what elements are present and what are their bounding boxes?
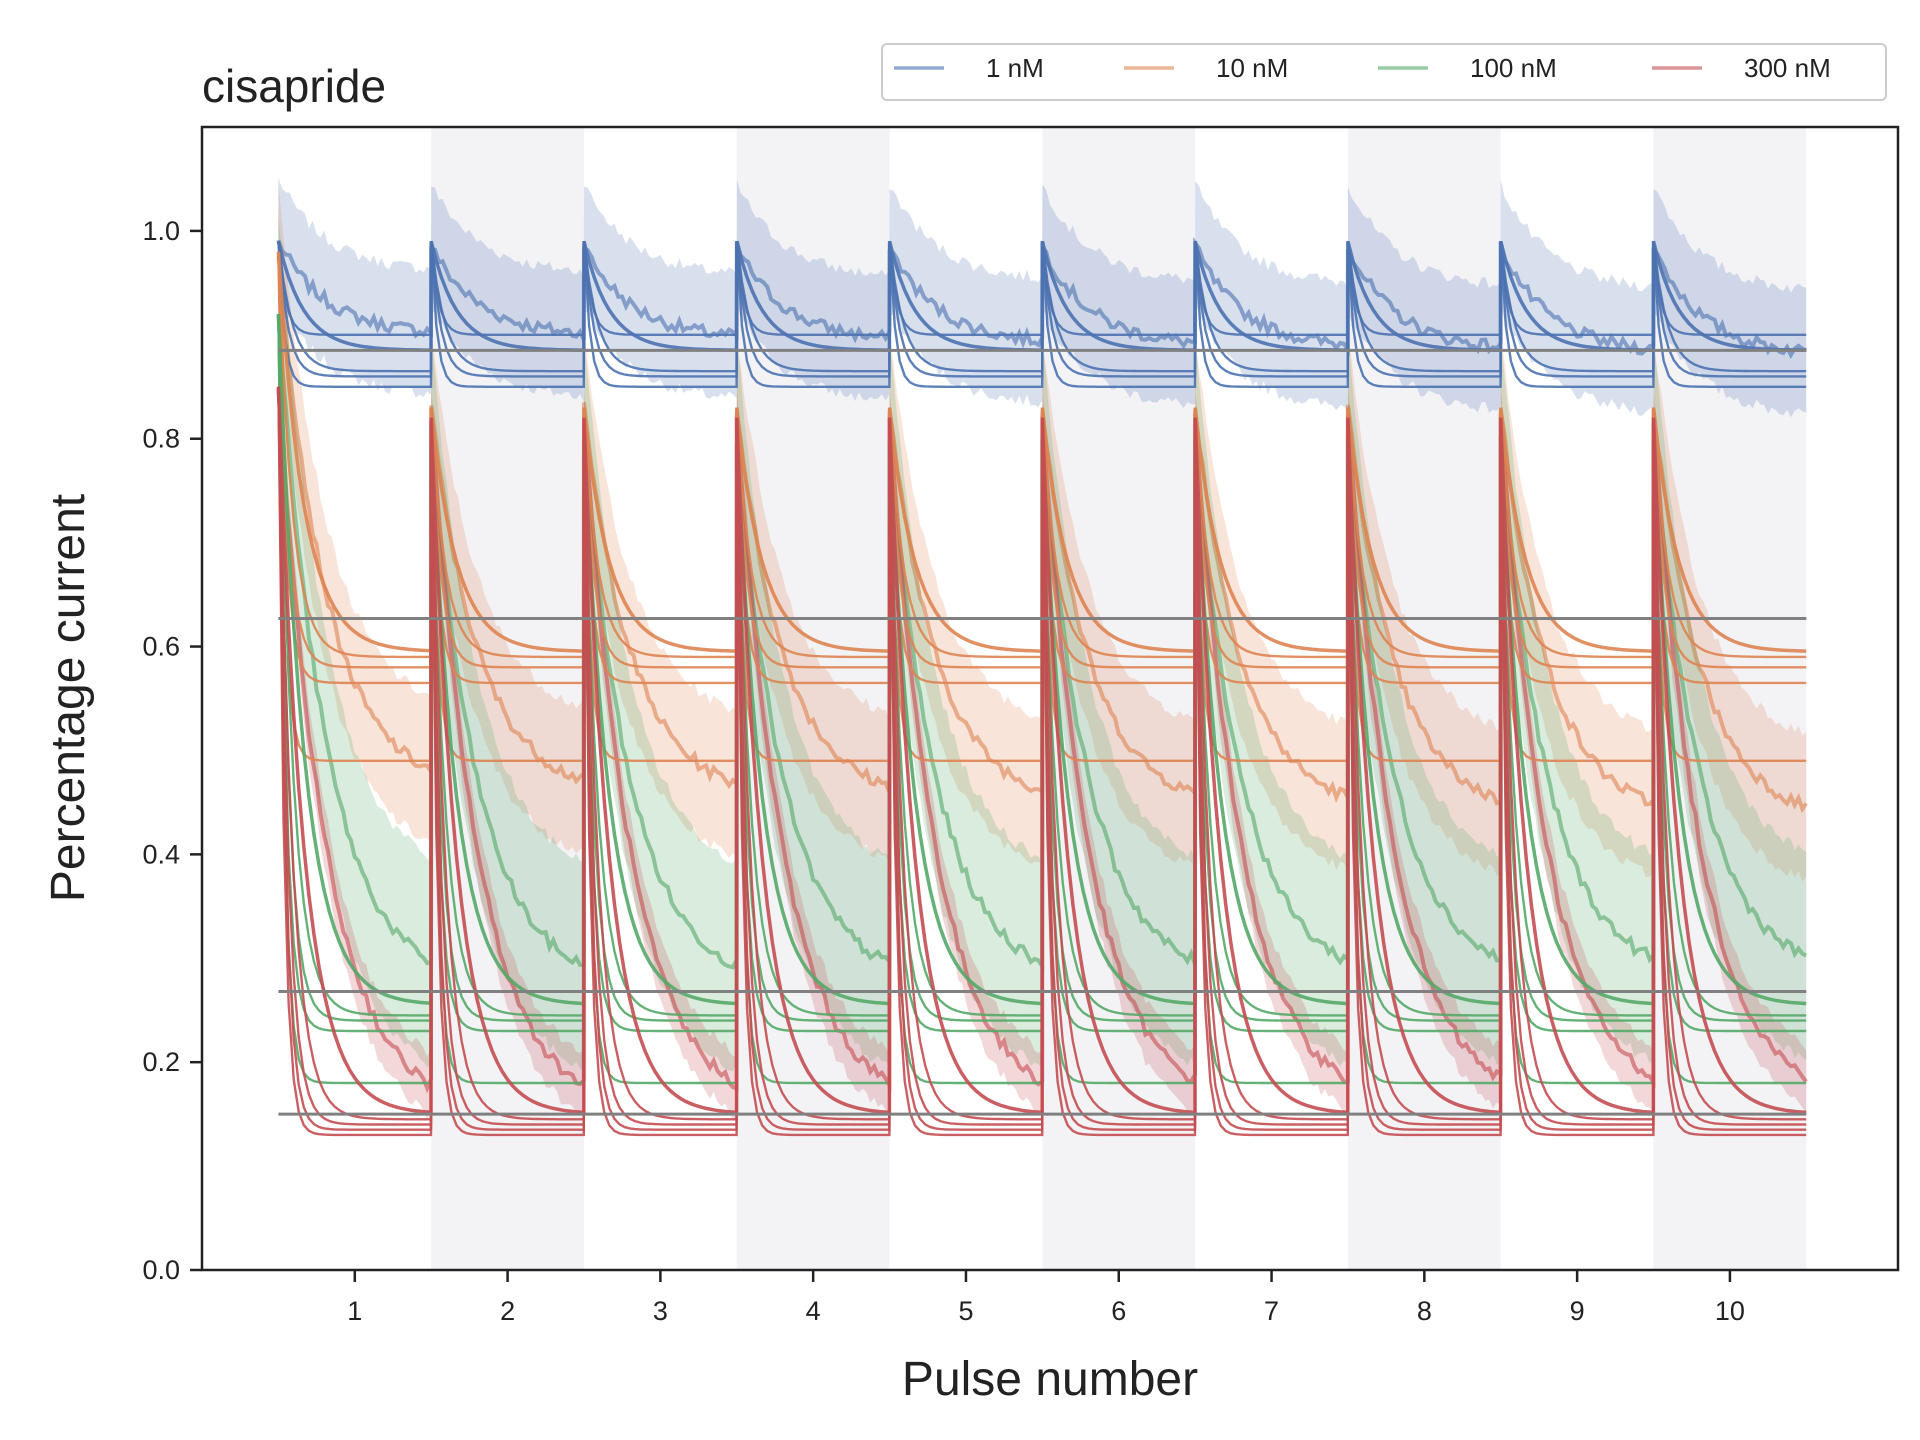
y-tick-label-4: 0.8: [142, 424, 180, 454]
x-tick-label-8: 8: [1417, 1296, 1432, 1326]
x-axis-label: Pulse number: [902, 1353, 1198, 1406]
chart-title: cisapride: [202, 60, 386, 112]
legend-label-2: 100 nM: [1470, 53, 1557, 83]
x-tick-label-10: 10: [1715, 1296, 1745, 1326]
fit-curve-0-4: [277, 241, 1807, 388]
legend: 1 nM 10 nM 100 nM 300 nM: [881, 43, 1887, 101]
ticks-layer: 1 2 3 4 5 6 7 8 9 10 0.0 0.2 0.4 0.6 0.8 1.0: [142, 216, 1744, 1326]
y-tick-label-5: 1.0: [142, 216, 180, 246]
y-tick-label-3: 0.6: [142, 632, 180, 662]
fit-curves-layer: [276, 240, 1807, 1137]
y-tick-label-1: 0.2: [142, 1047, 180, 1077]
x-tick-label-9: 9: [1570, 1296, 1585, 1326]
reference-lines-layer: [278, 348, 1807, 1116]
x-tick-label-6: 6: [1111, 1296, 1126, 1326]
x-tick-label-2: 2: [500, 1296, 515, 1326]
x-tick-label-1: 1: [347, 1296, 362, 1326]
y-tick-label-2: 0.4: [142, 839, 180, 869]
axes-layer: [200, 125, 1900, 1272]
x-tick-label-7: 7: [1264, 1296, 1279, 1326]
x-tick-label-4: 4: [806, 1296, 821, 1326]
y-tick-label-0: 0.0: [142, 1255, 180, 1285]
legend-label-0: 1 nM: [986, 53, 1044, 83]
legend-box: [881, 43, 1887, 101]
plot-frame: [200, 125, 1900, 1272]
fit-curve-3-4: [277, 386, 1807, 1137]
y-axis-label: Percentage current: [42, 494, 95, 902]
legend-label-3: 300 nM: [1744, 53, 1831, 83]
legend-label-1: 10 nM: [1216, 53, 1288, 83]
x-tick-label-3: 3: [653, 1296, 668, 1326]
x-tick-label-5: 5: [958, 1296, 973, 1326]
